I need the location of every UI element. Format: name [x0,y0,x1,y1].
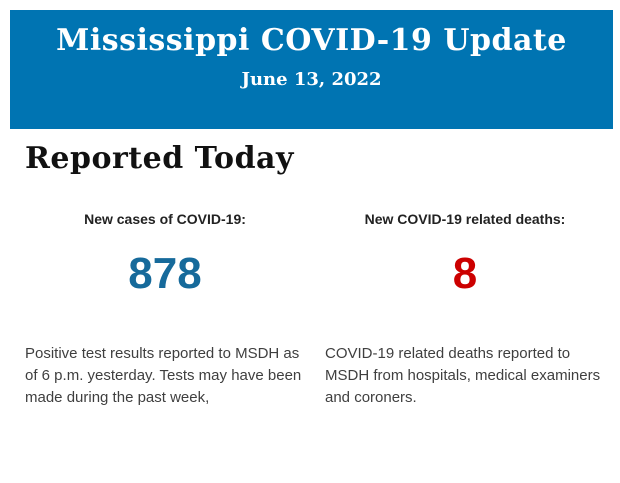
new-cases-label: New cases of COVID-19: [84,211,246,227]
new-deaths-value: 8 [452,249,478,298]
header-banner: Mississippi COVID-19 Update June 13, 202… [10,10,613,129]
new-deaths-description: COVID-19 related deaths reported to MSDH… [325,345,601,406]
new-cases-value: 878 [128,249,202,298]
report-date: June 13, 2022 [241,69,382,90]
new-cases-description: Positive test results reported to MSDH a… [25,345,302,406]
new-deaths-column: New COVID-19 related deaths: 8 COVID-19 … [325,211,605,409]
new-cases-column: New cases of COVID-19: 878 Positive test… [25,211,305,409]
stats-columns: New cases of COVID-19: 878 Positive test… [25,211,605,409]
section-title-reported-today: Reported Today [25,141,294,176]
new-deaths-label: New COVID-19 related deaths: [364,211,566,227]
page-title: Mississippi COVID-19 Update [56,23,567,58]
